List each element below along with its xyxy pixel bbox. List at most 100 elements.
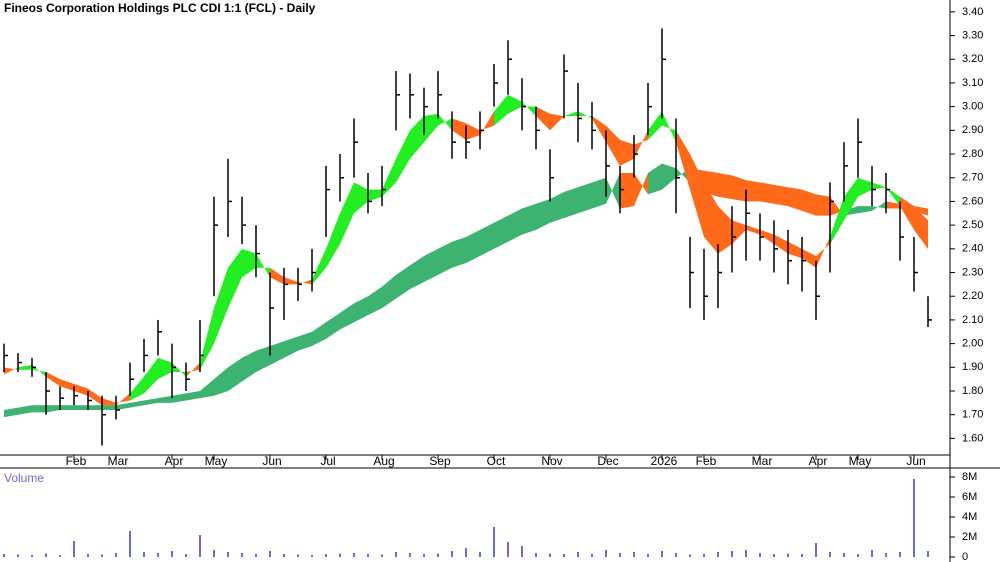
volume-bar xyxy=(115,553,117,557)
ribbon-segment xyxy=(620,172,634,209)
ribbon-segment xyxy=(18,364,32,370)
y-tick-label: 2.90 xyxy=(962,124,983,136)
volume-bar xyxy=(843,553,845,557)
ribbon-segment xyxy=(130,376,144,401)
volume-bar xyxy=(675,553,677,557)
ribbon-segment xyxy=(564,187,578,219)
y-tick-label: 2.80 xyxy=(962,148,983,160)
ribbon-segment xyxy=(256,253,270,278)
volume-bar xyxy=(213,550,215,557)
y-tick-label: 1.90 xyxy=(962,361,983,373)
ribbon-segment xyxy=(620,139,634,166)
volume-bar xyxy=(591,554,593,557)
ribbon-segment xyxy=(550,113,564,131)
x-tick-label: Jun xyxy=(906,454,925,468)
volume-bar xyxy=(283,554,285,557)
volume-bar xyxy=(143,552,145,557)
ribbon-segment xyxy=(494,215,508,249)
volume-bar xyxy=(549,553,551,557)
ribbon-segment xyxy=(676,130,690,190)
volume-bar xyxy=(45,553,47,557)
volume-bar xyxy=(563,554,565,557)
y-tick-label: 2.10 xyxy=(962,314,983,326)
y-tick-label: 2.00 xyxy=(962,338,983,350)
ribbon-segment xyxy=(354,296,368,323)
ribbon-segment xyxy=(466,229,480,264)
ribbon-segment xyxy=(382,274,396,309)
volume-bar xyxy=(437,553,439,557)
ribbon-segment xyxy=(480,111,494,136)
ribbon-segment xyxy=(816,236,830,268)
ribbon-segment xyxy=(410,116,424,159)
volume-bar xyxy=(899,552,901,557)
ribbon-segment xyxy=(144,357,158,394)
volume-bar xyxy=(325,554,327,557)
x-tick-label: Mar xyxy=(752,454,773,468)
volume-bar xyxy=(689,554,691,557)
ribbon-segment xyxy=(144,398,158,406)
volume-bar xyxy=(451,551,453,557)
ribbon-segment xyxy=(564,111,578,117)
y-tick-label: 2M xyxy=(962,531,977,543)
y-tick-label: 4M xyxy=(962,511,977,523)
ribbon-segment xyxy=(578,111,592,119)
volume-bar xyxy=(297,554,299,557)
ribbon-segment xyxy=(522,101,536,117)
volume-bar xyxy=(311,555,313,557)
ribbon-segment xyxy=(172,393,186,403)
ribbon-segment xyxy=(186,391,200,401)
y-tick-label: 2.60 xyxy=(962,195,983,207)
ribbon-segment xyxy=(228,248,242,309)
volume-bar xyxy=(913,479,915,557)
y-tick-label: 1.60 xyxy=(962,432,983,444)
ribbon-segment xyxy=(480,222,494,256)
ribbon-segment xyxy=(172,362,186,377)
ribbon-segment xyxy=(284,277,298,285)
volume-bar xyxy=(829,552,831,557)
volume-bar xyxy=(605,550,607,557)
ribbon-segment xyxy=(788,187,802,211)
ribbon-segment xyxy=(158,357,172,380)
volume-bar xyxy=(801,554,803,557)
volume-bar xyxy=(465,548,467,557)
ribbon-segment xyxy=(746,180,760,202)
volume-bar xyxy=(717,552,719,557)
ribbon-segment xyxy=(844,177,858,221)
ribbon-segment xyxy=(116,393,130,406)
volume-bar xyxy=(507,542,509,557)
ribbon-segment xyxy=(550,191,564,223)
ribbon-segment xyxy=(102,405,116,410)
volume-bar xyxy=(633,552,635,557)
volume-bar xyxy=(353,553,355,557)
ribbon-segment xyxy=(410,255,424,290)
ribbon-segment xyxy=(746,225,760,235)
y-tick-label: 1.80 xyxy=(962,385,983,397)
ribbon-segment xyxy=(88,405,102,410)
volume-bar xyxy=(87,554,89,557)
ribbon-segment xyxy=(536,106,550,131)
ribbon-segment xyxy=(788,241,802,259)
ribbon-segment xyxy=(578,182,592,214)
volume-bar xyxy=(129,531,131,557)
volume-bar xyxy=(731,551,733,557)
volume-bar xyxy=(787,553,789,557)
volume-bar xyxy=(199,535,201,557)
volume-bar xyxy=(773,554,775,557)
volume-bar xyxy=(17,554,19,557)
ribbon-segment xyxy=(396,130,410,183)
ribbon-segment xyxy=(872,182,886,190)
volume-bar xyxy=(857,554,859,557)
volume-bar xyxy=(157,553,159,557)
y-tick-label: 2.70 xyxy=(962,172,983,184)
volume-bar xyxy=(3,554,5,557)
ribbon-segment xyxy=(214,367,228,396)
ribbon-segment xyxy=(46,405,60,413)
ribbon-segment xyxy=(298,279,312,285)
ribbon-segment xyxy=(634,172,648,207)
ribbon-segment xyxy=(774,234,788,254)
ribbon-segment xyxy=(648,111,662,140)
ribbon-segment xyxy=(508,94,522,114)
volume-bar xyxy=(227,552,229,557)
ribbon-segment xyxy=(326,213,340,268)
